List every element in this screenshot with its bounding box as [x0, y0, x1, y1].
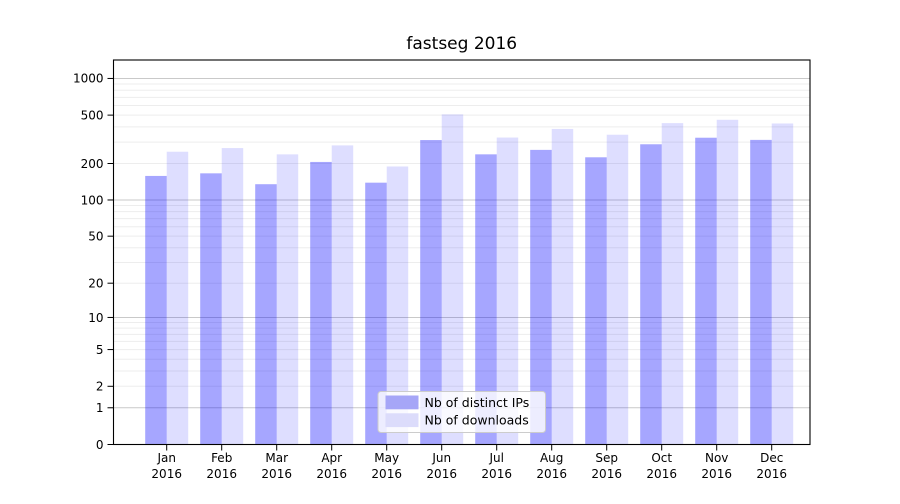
- bar-downloads-feb: [221, 148, 244, 445]
- legend: Nb of distinct IPs Nb of downloads: [377, 391, 546, 433]
- axes-group: 0 1 2 5 10 20 50 100 200 500 1000 Jan 2016 Feb 2016 Mar…: [73, 59, 811, 481]
- bar-downloads-jan: [166, 151, 189, 445]
- x-tick-label-year: 2016: [261, 467, 292, 481]
- x-tick-label-month: Jul: [488, 451, 503, 465]
- bar-ips-may: [365, 182, 387, 445]
- bar-downloads-aug: [551, 128, 574, 445]
- y-tick-label: 500: [81, 108, 104, 122]
- x-tick-label-month: Aug: [540, 451, 563, 465]
- x-tick-label-year: 2016: [426, 467, 457, 481]
- bar-downloads-nov: [716, 119, 739, 445]
- legend-label-downloads: Nb of downloads: [425, 413, 529, 428]
- legend-swatch-distinct-ips: [385, 395, 419, 410]
- y-tick-label: 1: [96, 401, 104, 415]
- legend-label-distinct-ips: Nb of distinct IPs: [425, 395, 530, 410]
- x-tick-label-month: Nov: [705, 451, 728, 465]
- x-tick-label-month: Oct: [651, 451, 672, 465]
- x-tick-label-month: May: [374, 451, 399, 465]
- bar-downloads-jun: [441, 114, 464, 445]
- bar-ips-oct: [640, 144, 662, 445]
- bar-ips-nov: [695, 137, 717, 445]
- y-tick-label: 2: [96, 380, 104, 394]
- x-tick-label-year: 2016: [701, 467, 732, 481]
- x-tick-label-year: 2016: [481, 467, 512, 481]
- bar-ips-jun: [420, 140, 442, 445]
- bar-downloads-may: [386, 166, 409, 445]
- x-tick-label-month: Jun: [431, 451, 451, 465]
- bar-ips-jul: [475, 154, 497, 445]
- bar-downloads-jul: [496, 137, 519, 445]
- y-tick-label: 50: [88, 229, 103, 243]
- bar-ips-sep: [585, 157, 607, 445]
- y-tick-label: 0: [96, 438, 104, 452]
- x-tick-label-year: 2016: [206, 467, 237, 481]
- y-tick-label: 10: [88, 311, 103, 325]
- bar-downloads-dec: [771, 123, 794, 445]
- x-tick-label-year: 2016: [371, 467, 402, 481]
- bars-group: [145, 114, 794, 445]
- y-tick-label: 20: [88, 276, 103, 290]
- legend-swatch-downloads: [385, 413, 419, 428]
- x-tick-label-year: 2016: [591, 467, 622, 481]
- x-tick-label-month: Dec: [760, 451, 783, 465]
- x-tick-label-year: 2016: [536, 467, 567, 481]
- chart-title: fastseg 2016: [406, 34, 517, 54]
- y-tick-label: 100: [81, 193, 104, 207]
- y-tick-label: 1000: [73, 72, 104, 86]
- bar-ips-dec: [750, 139, 772, 445]
- bar-downloads-apr: [331, 145, 354, 445]
- x-tick-label-year: 2016: [316, 467, 347, 481]
- x-tick-label-month: Jan: [156, 451, 176, 465]
- bar-ips-aug: [530, 149, 552, 445]
- legend-box: [377, 391, 546, 433]
- y-tick-label: 200: [81, 157, 104, 171]
- bar-downloads-mar: [276, 154, 299, 445]
- x-tick-label-month: Sep: [595, 451, 618, 465]
- y-tick-label: 5: [96, 343, 104, 357]
- x-tick-label-month: Mar: [265, 451, 288, 465]
- x-tick-label-year: 2016: [646, 467, 677, 481]
- x-tick-label-year: 2016: [756, 467, 787, 481]
- plot-border: [112, 59, 811, 446]
- x-tick-label-month: Feb: [211, 451, 232, 465]
- bar-downloads-sep: [606, 134, 629, 445]
- bar-ips-apr: [310, 161, 332, 445]
- bar-downloads-oct: [661, 123, 684, 445]
- bar-ips-jan: [145, 175, 167, 445]
- bar-ips-feb: [200, 173, 222, 445]
- x-tick-label-month: Apr: [321, 451, 342, 465]
- bar-ips-mar: [255, 184, 277, 445]
- x-tick-label-year: 2016: [151, 467, 182, 481]
